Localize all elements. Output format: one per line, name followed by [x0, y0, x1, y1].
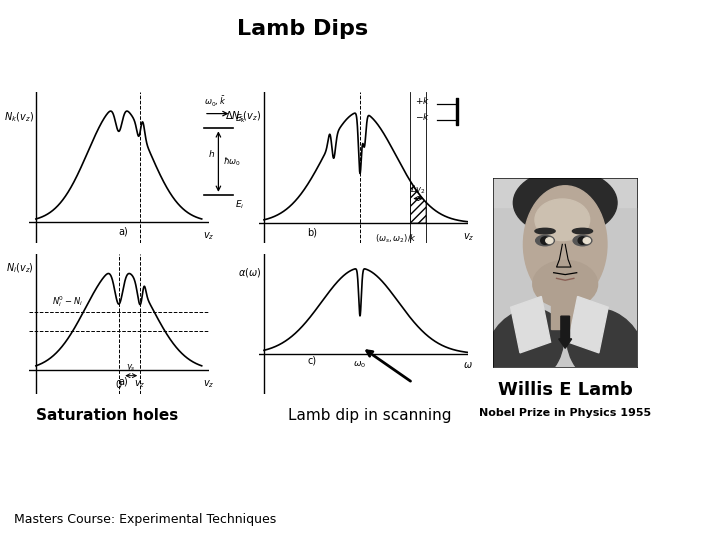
- Ellipse shape: [578, 237, 587, 244]
- Text: Lamb Dips: Lamb Dips: [237, 19, 368, 39]
- Text: $+k$: $+k$: [415, 95, 430, 106]
- Ellipse shape: [546, 238, 553, 244]
- Text: Nobel Prize in Physics 1955: Nobel Prize in Physics 1955: [479, 408, 652, 418]
- Text: $N_k(v_z)$: $N_k(v_z)$: [4, 110, 34, 124]
- Ellipse shape: [573, 235, 592, 246]
- Text: $v_z$: $v_z$: [135, 379, 146, 390]
- Ellipse shape: [567, 308, 644, 388]
- Text: $\omega_0,\bar{k}$: $\omega_0,\bar{k}$: [204, 95, 226, 109]
- Text: Saturation holes: Saturation holes: [36, 408, 179, 423]
- Text: $v_z$: $v_z$: [203, 379, 215, 390]
- Text: Willis E Lamb: Willis E Lamb: [498, 381, 633, 399]
- Text: $\alpha(\omega)$: $\alpha(\omega)$: [238, 266, 261, 279]
- Text: $\omega$: $\omega$: [463, 360, 473, 370]
- Text: Masters Course: Experimental Techniques: Masters Course: Experimental Techniques: [14, 514, 276, 526]
- Text: a): a): [119, 227, 128, 237]
- Text: $(\omega_s,\omega_2)/k$: $(\omega_s,\omega_2)/k$: [375, 233, 417, 246]
- Text: $0$: $0$: [115, 379, 122, 390]
- Text: $E_k$: $E_k$: [235, 112, 247, 125]
- Ellipse shape: [536, 235, 554, 246]
- Text: $\Delta v_2$: $\Delta v_2$: [410, 184, 426, 197]
- Text: $-k$: $-k$: [415, 111, 430, 122]
- Text: $\gamma_s$: $\gamma_s$: [126, 362, 136, 373]
- Text: $\hbar\omega_0$: $\hbar\omega_0$: [223, 156, 241, 168]
- Bar: [568, 296, 608, 353]
- Text: Lamb dip in scanning: Lamb dip in scanning: [288, 408, 451, 423]
- Bar: [551, 282, 580, 329]
- Text: $v_z$: $v_z$: [203, 230, 215, 242]
- Text: $\Delta N_s(v_z)$: $\Delta N_s(v_z)$: [225, 110, 261, 123]
- Text: $N_i(v_z)$: $N_i(v_z)$: [6, 262, 34, 275]
- Ellipse shape: [535, 199, 590, 241]
- Text: c): c): [307, 356, 317, 366]
- Text: a): a): [119, 377, 128, 387]
- Bar: [510, 296, 551, 353]
- Text: $\omega_0$: $\omega_0$: [354, 360, 366, 370]
- Ellipse shape: [541, 237, 549, 244]
- Ellipse shape: [583, 238, 590, 244]
- Ellipse shape: [523, 186, 607, 303]
- Ellipse shape: [572, 228, 593, 234]
- Text: $E_i$: $E_i$: [235, 198, 245, 211]
- FancyArrow shape: [559, 316, 572, 348]
- Ellipse shape: [535, 228, 555, 234]
- Text: b): b): [307, 227, 317, 237]
- Ellipse shape: [533, 260, 598, 308]
- Text: h: h: [209, 150, 215, 159]
- Ellipse shape: [487, 308, 563, 388]
- Text: $N_i^0-N_i$: $N_i^0-N_i$: [53, 294, 84, 309]
- Text: $v_z$: $v_z$: [463, 231, 474, 242]
- Ellipse shape: [513, 170, 617, 236]
